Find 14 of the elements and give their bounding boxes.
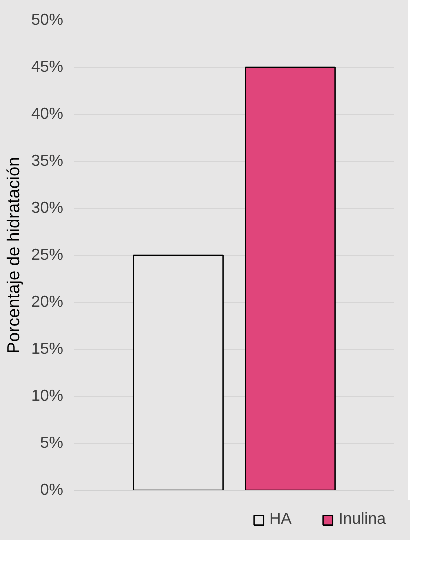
- y-tick-label: 5%: [40, 435, 64, 452]
- y-tick-label: 30%: [31, 200, 64, 217]
- y-tick-label: 25%: [31, 247, 64, 264]
- y-tick-label: 50%: [31, 12, 64, 29]
- legend-label: HA: [270, 511, 292, 529]
- y-tick-label: 15%: [31, 341, 64, 358]
- y-tick-label: 40%: [31, 106, 64, 123]
- y-axis-title: Porcentaje de hidratación: [3, 157, 24, 354]
- y-tick-label: 10%: [31, 388, 64, 405]
- y-tick-label: 20%: [31, 294, 64, 311]
- legend-label: Inulina: [338, 511, 386, 529]
- y-tick-label: 0%: [40, 482, 64, 499]
- y-tick-label: 35%: [31, 153, 64, 170]
- y-tick-label: 45%: [31, 59, 64, 76]
